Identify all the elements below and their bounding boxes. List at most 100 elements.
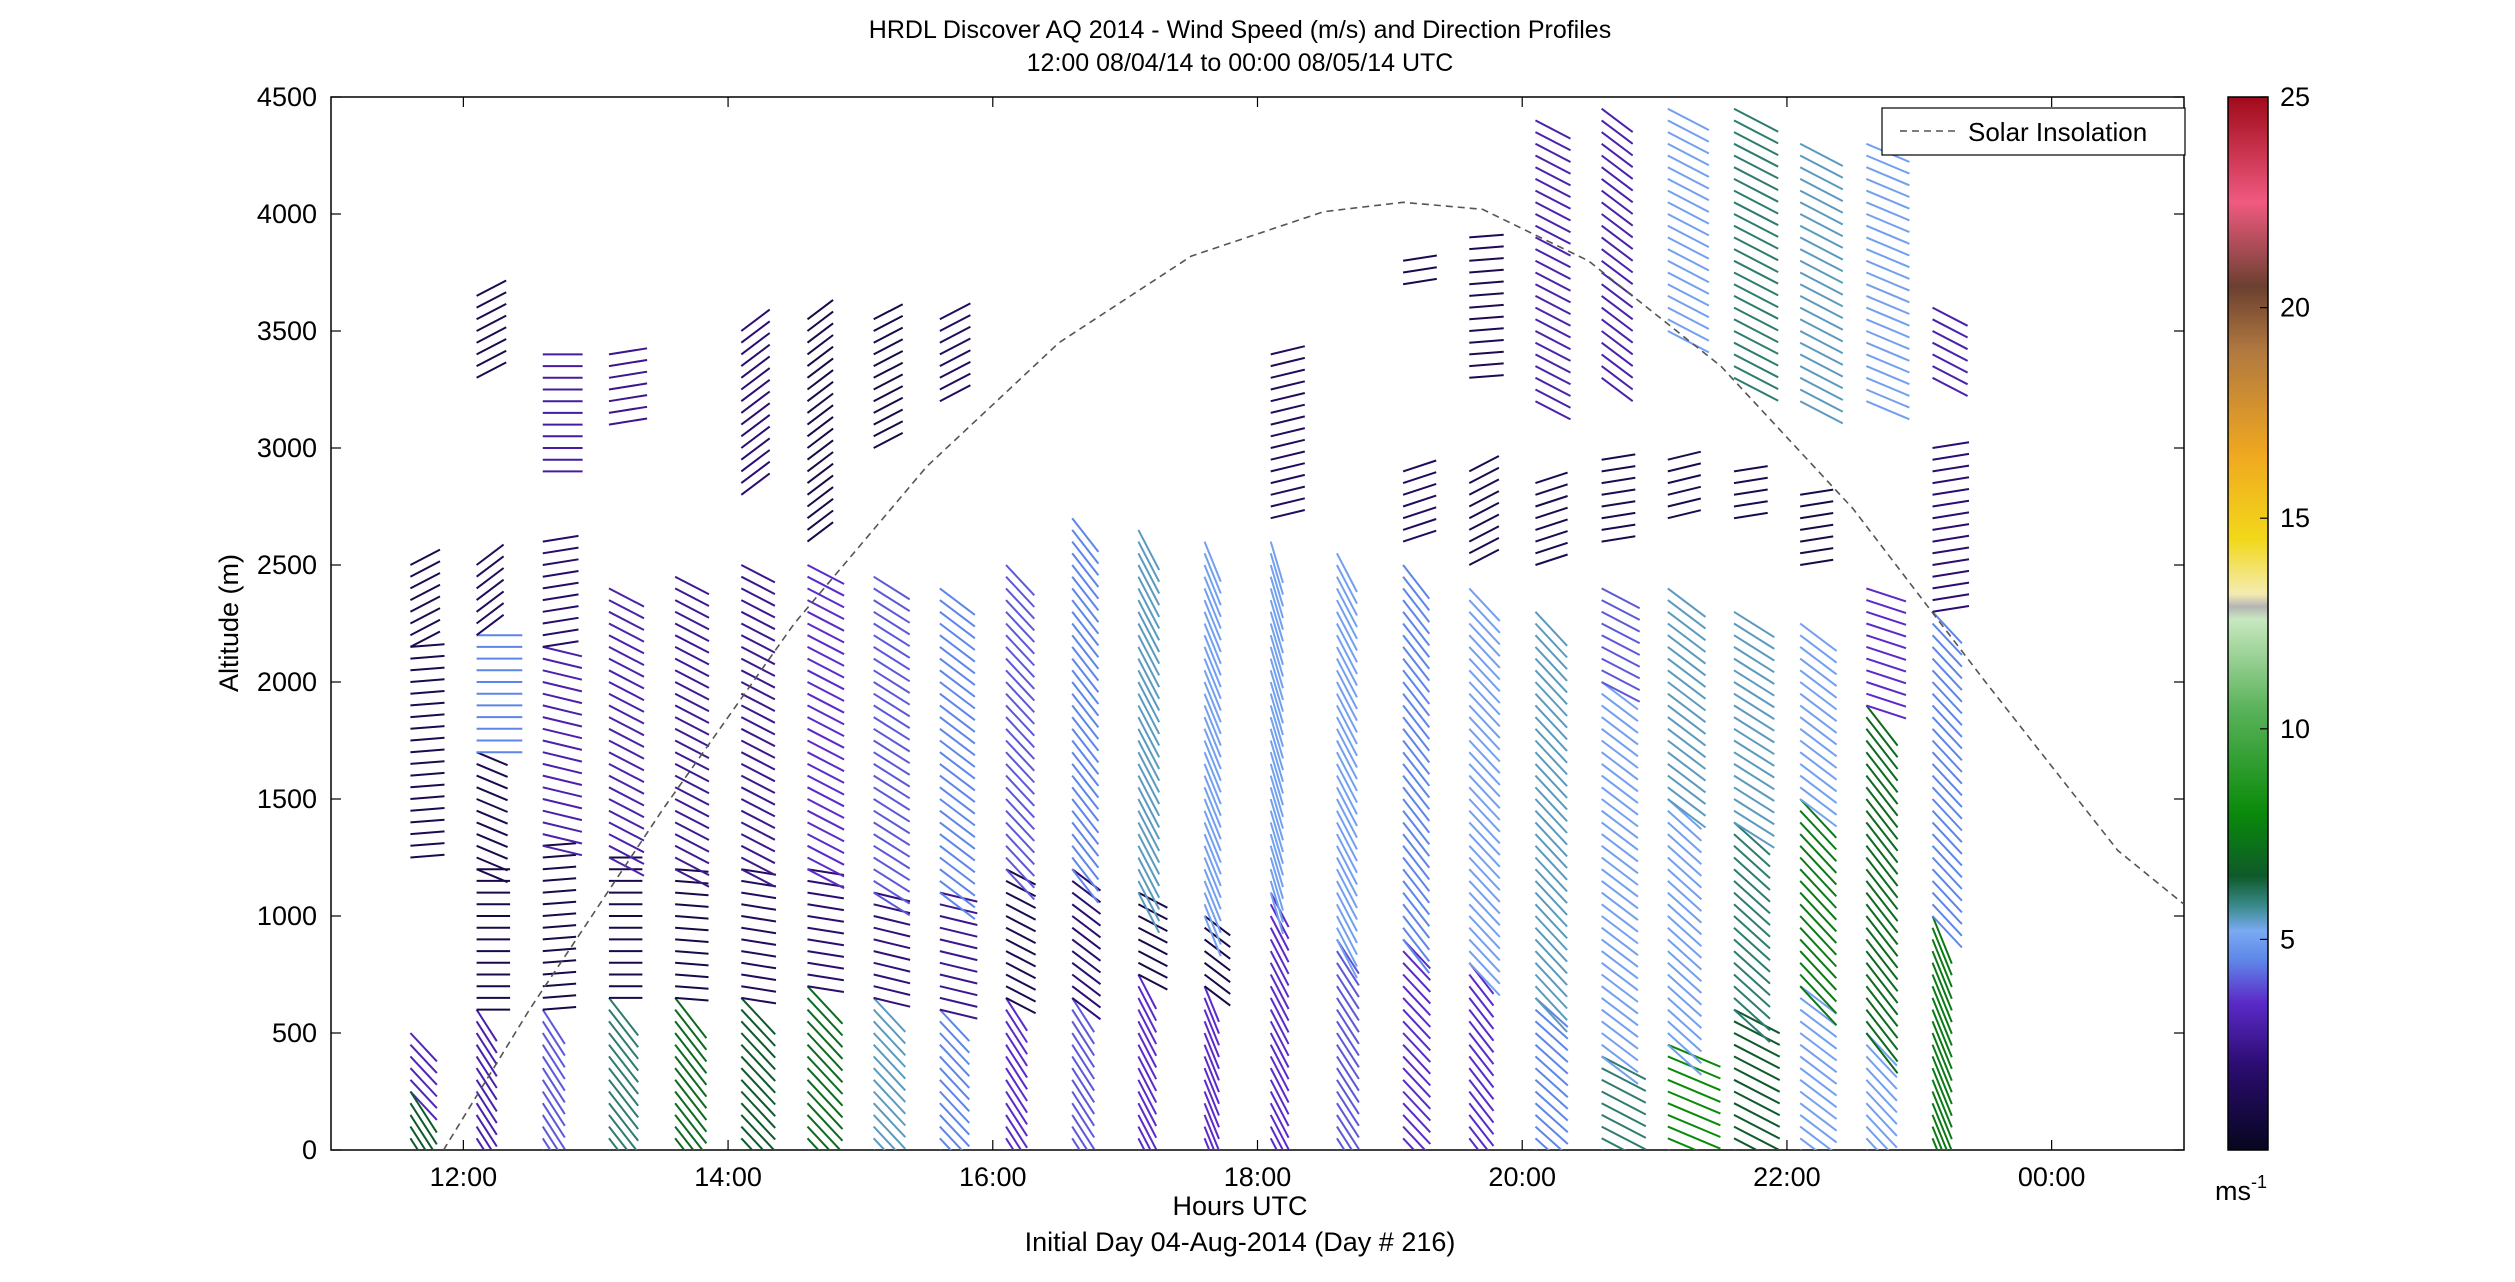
wind-barb [740,774,776,794]
wind-barb [1203,1137,1211,1150]
wind-barb [1733,1008,1781,1035]
wind-barb [1203,1091,1220,1128]
wind-barb [476,326,507,344]
wind-barb [740,798,776,818]
wind-barb [1468,868,1501,903]
wind-barb [1799,189,1844,214]
wind-barb [410,713,445,719]
wind-barb [939,669,976,698]
wind-barb [1270,462,1306,473]
wind-barb [1733,353,1779,379]
wind-barb [1601,926,1639,956]
wind-barb [1733,1043,1781,1070]
wind-barb [1865,400,1910,421]
wind-barb [1336,599,1358,640]
wind-barb [1203,1056,1220,1093]
wind-barb [1269,1020,1290,1057]
wind-barb [740,1044,776,1082]
wind-barb [1733,856,1771,891]
wind-barb [1469,339,1504,344]
wind-barb [1005,973,1037,991]
wind-barb [1468,938,1501,973]
wind-barb [1733,189,1779,215]
wind-barb [1071,564,1100,600]
wind-barb [1601,260,1634,285]
wind-barb [1799,798,1838,839]
wind-barb [1799,1114,1838,1144]
wind-barb [1799,283,1844,308]
wind-barb [1601,622,1641,645]
wind-barb [1071,845,1100,881]
wind-barb [939,1020,971,1054]
wind-barb [1865,248,1910,269]
wind-barb [475,555,505,578]
wind-barb [1468,973,1495,1007]
wind-barb [1601,962,1639,992]
wind-barb [542,994,577,999]
wind-barb [1468,856,1501,891]
wind-barb [1269,974,1290,1010]
wind-barb [1402,634,1431,670]
wind-barb [1799,927,1838,968]
wind-barb [1733,488,1768,496]
wind-barb [475,567,505,590]
wind-barb [740,460,771,484]
wind-barb [1468,548,1500,566]
wind-barb [542,716,583,728]
wind-barb [741,879,777,888]
wind-barb [1270,403,1306,414]
wind-barb [1071,1020,1096,1057]
wind-barb [1204,1149,1206,1150]
wind-barb [1931,634,1963,668]
wind-barb [1071,868,1100,904]
wind-barb [806,1090,844,1130]
wind-barb [1931,810,1963,843]
wind-barb [1667,950,1703,983]
wind-barb [1733,213,1779,238]
wind-barb [476,291,507,309]
wind-barb [1005,880,1037,898]
wind-barb [1534,763,1568,799]
wind-barb [1203,962,1231,983]
wind-barb [1865,1125,1890,1150]
wind-barb [1799,224,1844,249]
wind-barb [939,1032,971,1066]
wind-barb [1733,610,1775,639]
wind-barb [1137,821,1161,864]
wind-barb [1866,681,1907,696]
wind-barb [608,751,645,772]
wind-barb [1336,845,1358,885]
wind-barb [1601,1090,1647,1116]
wind-barb [1932,318,1969,339]
wind-barb [1733,201,1779,227]
wind-barb [1005,728,1036,760]
wind-barb [1601,669,1641,691]
wind-barb [1667,1149,1671,1150]
wind-barb [1799,248,1844,273]
wind-barb [1402,1067,1432,1098]
wind-barb [542,798,583,810]
wind-barb [740,610,776,631]
wind-barb [1799,845,1838,886]
wind-barb [1269,541,1284,584]
wind-barb [1601,377,1634,402]
wind-barb [1137,926,1168,944]
wind-barb [1534,868,1568,904]
wind-barb [1336,927,1358,967]
wind-barb [1534,798,1568,834]
wind-barb [1799,142,1844,167]
wind-barb [1269,1102,1290,1139]
wind-barb [1601,535,1636,543]
wind-barb [1072,1149,1074,1150]
wind-barb [476,821,508,837]
wind-barb [1601,306,1634,332]
wind-barb [1667,681,1707,712]
wind-barb [1468,1137,1480,1150]
wind-barb [674,1067,708,1109]
wind-barb [1137,728,1161,770]
wind-barb [542,821,583,833]
wind-barb [1601,821,1639,851]
wind-barb [542,947,577,953]
wind-barb [806,1044,844,1083]
wind-barb [1667,271,1710,295]
